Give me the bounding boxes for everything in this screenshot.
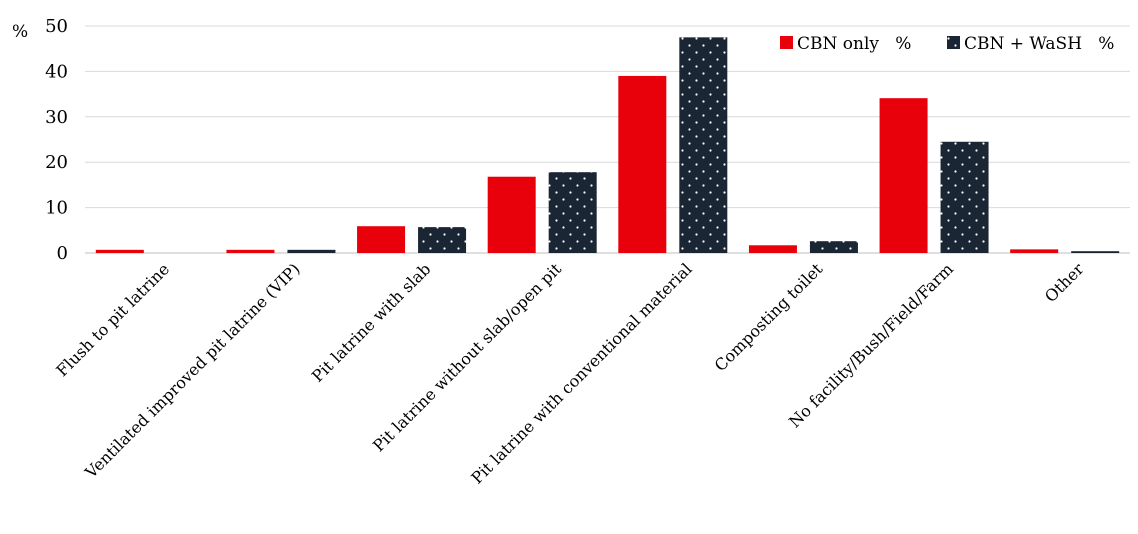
bar-cbn-only (748, 245, 797, 253)
legend: CBN only % CBN + WaSH % (780, 34, 1114, 54)
y-tick-label: 10 (45, 198, 68, 219)
bar-cbn-only (226, 249, 275, 253)
bar-cbn-wash (287, 249, 336, 253)
y-axis-ticks: 0 10 20 30 40 50 (45, 16, 68, 264)
y-tick-label: 40 (45, 61, 68, 82)
bar-cbn-wash (418, 227, 467, 253)
bars (95, 37, 1120, 253)
x-category-label: Pit latrine with conventional material (467, 259, 695, 487)
bar-cbn-wash (548, 172, 597, 253)
bar-cbn-only (357, 226, 406, 253)
bar-cbn-wash (809, 241, 858, 253)
bar-cbn-wash (679, 37, 728, 253)
bar-cbn-only (879, 98, 928, 253)
legend-label: CBN only % (797, 34, 911, 54)
x-category-label: Flush to pit latrine (52, 259, 173, 380)
bar-cbn-only (618, 75, 667, 253)
bar-cbn-only (95, 249, 144, 253)
x-category-label: Pit latrine with slab (308, 259, 434, 385)
y-axis-unit-label: % (12, 22, 28, 42)
y-tick-label: 30 (45, 107, 68, 128)
y-tick-label: 50 (45, 16, 68, 37)
bar-cbn-wash (1071, 251, 1120, 253)
bar-cbn-wash (940, 141, 989, 253)
bar-cbn-only (1010, 249, 1059, 253)
x-category-label: Composting toilet (711, 259, 827, 375)
legend-swatch (780, 36, 793, 49)
x-category-label: Ventilated improved pit latrine (VIP) (81, 259, 304, 482)
y-tick-label: 0 (57, 243, 68, 264)
bar-cbn-only (487, 176, 536, 253)
y-tick-label: 20 (45, 152, 68, 173)
x-category-label: Other (1041, 259, 1088, 306)
legend-swatch (947, 36, 960, 49)
legend-label: CBN + WaSH % (964, 34, 1114, 54)
